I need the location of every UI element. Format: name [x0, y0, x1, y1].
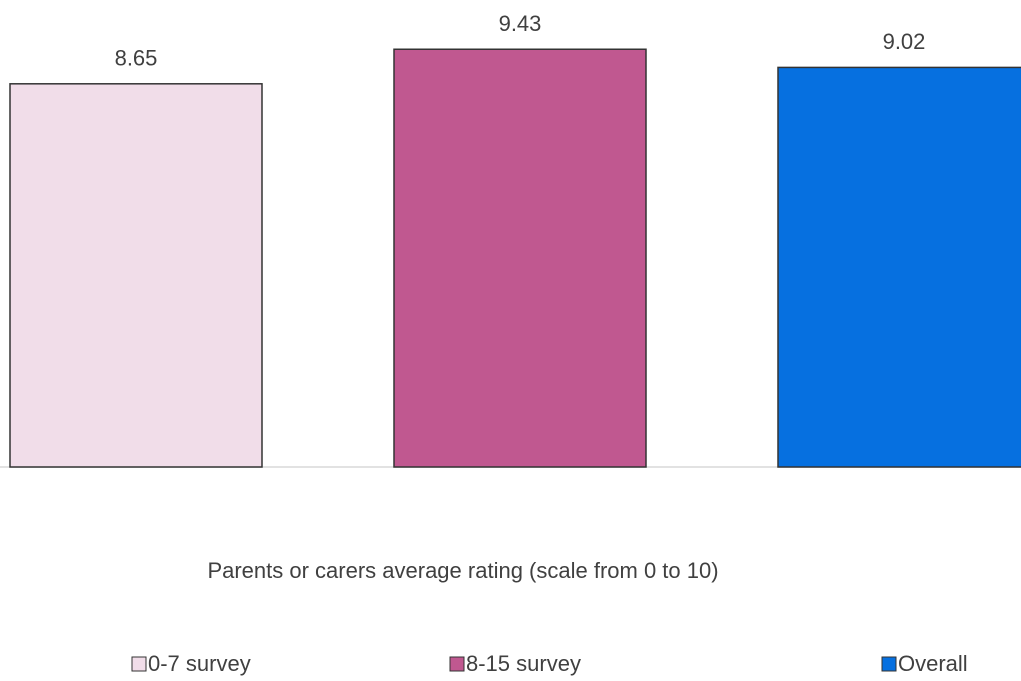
bar — [9, 83, 263, 468]
bar — [777, 66, 1021, 468]
legend-label: 8-15 survey — [466, 651, 581, 676]
legend-label: 0-7 survey — [148, 651, 251, 676]
bar — [393, 48, 647, 468]
x-category-label: Parents or carers average rating (scale … — [207, 558, 718, 583]
data-label: 9.43 — [499, 11, 542, 36]
data-label: 9.02 — [883, 29, 926, 54]
data-label: 8.65 — [115, 46, 158, 71]
legend-marker — [449, 656, 465, 672]
legend-marker — [131, 656, 147, 672]
legend-marker — [881, 656, 897, 672]
legend-label: Overall — [898, 651, 968, 676]
